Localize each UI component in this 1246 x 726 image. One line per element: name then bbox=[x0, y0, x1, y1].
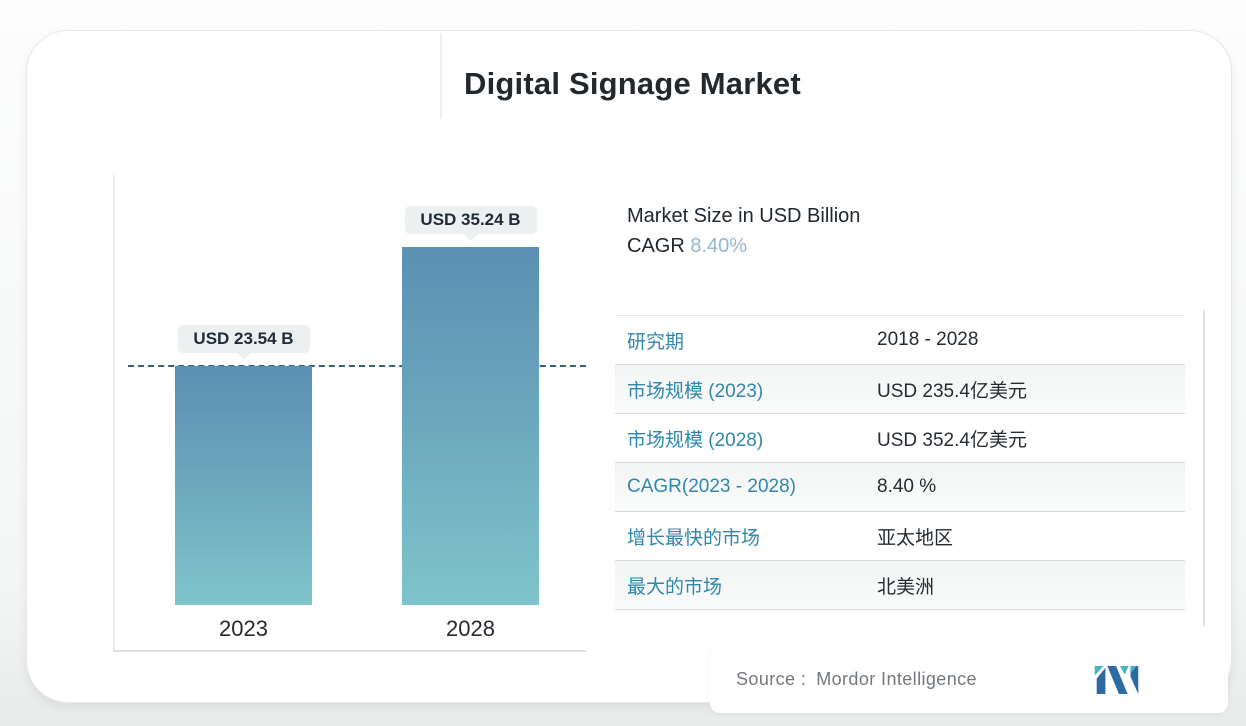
table-row: 市场规模 (2028) USD 352.4亿美元 bbox=[615, 414, 1185, 463]
bar-2028: USD 35.24 B 2028 bbox=[402, 206, 539, 641]
row-value: 亚太地区 bbox=[877, 527, 954, 549]
value-label-2023: USD 23.54 B bbox=[177, 325, 310, 353]
row-value: 8.40 % bbox=[877, 476, 937, 497]
row-label: 市场规模 (2023) bbox=[627, 380, 764, 402]
row-label: 研究期 bbox=[627, 331, 685, 353]
chart-baseline bbox=[113, 650, 586, 652]
row-label: 市场规模 (2028) bbox=[627, 429, 764, 451]
row-value: USD 352.4亿美元 bbox=[877, 429, 1027, 451]
cagr-value: 8.40% bbox=[690, 235, 748, 257]
axis-label-2023: 2023 bbox=[219, 616, 268, 641]
table-row: 研究期 2018 - 2028 bbox=[615, 316, 1185, 365]
axis-label-2028: 2028 bbox=[446, 616, 495, 641]
row-value: 北美洲 bbox=[877, 576, 935, 598]
row-value: 2018 - 2028 bbox=[877, 329, 979, 350]
page-title: Digital Signage Market bbox=[464, 66, 801, 101]
row-label: 增长最快的市场 bbox=[627, 527, 761, 549]
bar-2023: USD 23.54 B 2023 bbox=[175, 325, 312, 641]
source-box: Source : Mordor Intelligence bbox=[710, 645, 1228, 713]
mordor-intelligence-logo-icon bbox=[1094, 665, 1139, 694]
title-divider-line bbox=[440, 33, 442, 119]
row-value: USD 235.4亿美元 bbox=[877, 380, 1027, 402]
market-facts-table: 研究期 2018 - 2028 市场规模 (2023) USD 235.4亿美元… bbox=[615, 315, 1185, 610]
bar-chart: USD 23.54 B 2023 USD 35.24 B 2028 bbox=[113, 175, 586, 641]
row-label: 最大的市场 bbox=[627, 576, 723, 598]
source-value: Mordor Intelligence bbox=[816, 668, 977, 689]
row-label: CAGR(2023 - 2028) bbox=[627, 476, 796, 497]
table-row: 最大的市场 北美洲 bbox=[615, 560, 1185, 610]
source-text: Source : Mordor Intelligence bbox=[736, 669, 977, 690]
table-right-border-line bbox=[1203, 310, 1205, 627]
table-row: CAGR(2023 - 2028) 8.40 % bbox=[615, 462, 1185, 512]
chart-left-axis-line bbox=[113, 175, 115, 652]
table-row: 增长最快的市场 亚太地区 bbox=[615, 512, 1185, 561]
reference-dashed-line bbox=[128, 365, 586, 367]
cagr-label: CAGR bbox=[627, 235, 685, 257]
value-label-2028: USD 35.24 B bbox=[404, 206, 537, 234]
source-label: Source : bbox=[736, 668, 807, 689]
summary-heading: Market Size in USD Billion CAGR 8.40% bbox=[627, 201, 860, 261]
cagr-line: CAGR 8.40% bbox=[627, 231, 860, 261]
market-size-unit-label: Market Size in USD Billion bbox=[627, 205, 861, 227]
table-row: 市场规模 (2023) USD 235.4亿美元 bbox=[615, 364, 1185, 414]
